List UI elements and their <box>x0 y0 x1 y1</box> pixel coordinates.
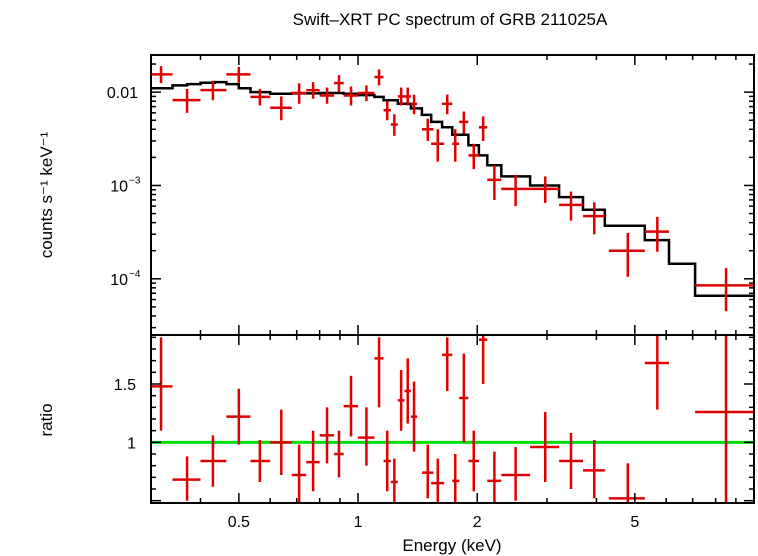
spectrum-data-point <box>319 87 335 104</box>
spectrum-data-point <box>478 116 488 141</box>
spectrum-data-point <box>468 143 479 170</box>
ratio-data-point <box>172 456 201 501</box>
spectrum-data-point <box>390 114 398 136</box>
spectrum-data-point <box>334 75 344 93</box>
spectrum-data-point <box>404 87 411 106</box>
ratio-data-point <box>468 430 479 492</box>
spectrum-panel-frame <box>150 54 755 336</box>
ratio-data-point <box>226 388 251 445</box>
ratio-data-point <box>404 358 411 424</box>
chart-title: Swift–XRT PC spectrum of GRB 211025A <box>293 10 608 29</box>
ratio-data-point <box>390 458 398 503</box>
spectrum-data-point <box>172 89 201 113</box>
y-tick-label: 0.01 <box>107 85 138 102</box>
ratio-data-point <box>487 451 502 503</box>
ratio-data-point <box>583 440 605 499</box>
ratio-data-point <box>151 337 173 431</box>
spectrum-data-point <box>421 118 434 141</box>
ratio-data-point <box>410 381 418 452</box>
ratio-data-point <box>383 430 391 492</box>
ratio-data-point <box>200 435 227 487</box>
ratio-data-point <box>374 337 384 408</box>
ratio-data-point <box>559 433 584 489</box>
x-tick-label: 1 <box>354 514 363 531</box>
ratio-panel-axes: 0.5 1 2 5 1 1.5 <box>114 335 755 531</box>
spectrum-data-point <box>250 89 271 106</box>
spectrum-data-point <box>374 69 384 86</box>
spectrum-data-point <box>583 202 605 235</box>
spectrum-data-point <box>487 165 502 200</box>
spectrum-data-point <box>200 80 227 101</box>
y-tick-label-exponent: −4 <box>129 269 141 280</box>
spectrum-data-point <box>226 66 251 83</box>
spectrum-panel-marks <box>151 66 754 312</box>
y-tick-label-ratio: 1 <box>127 435 136 452</box>
ratio-panel-marks <box>151 335 754 503</box>
ratio-data-point <box>501 447 531 501</box>
y-tick-label: 10 <box>110 178 128 195</box>
spectrum-data-point <box>270 96 292 121</box>
spectrum-data-point <box>358 85 375 102</box>
ratio-data-point <box>431 458 445 503</box>
ratio-data-point <box>608 463 645 503</box>
spectrum-data-point <box>501 174 531 207</box>
ratio-data-point <box>319 407 335 464</box>
spectrum-data-point <box>559 191 584 221</box>
y-tick-label-ratio: 1.5 <box>114 377 136 394</box>
model-step-line <box>151 80 754 297</box>
spectrum-data-point <box>291 83 307 104</box>
ratio-data-point <box>334 430 344 478</box>
x-tick-label: 5 <box>630 514 639 531</box>
ratio-data-point <box>397 370 405 431</box>
spectrum-data-point <box>431 129 445 162</box>
x-tick-label: 2 <box>473 514 482 531</box>
y-tick-label-exponent: −3 <box>129 175 141 186</box>
y-tick-label: 10 <box>110 272 128 289</box>
ratio-data-point <box>644 335 669 410</box>
spectrum-data-point <box>459 111 469 134</box>
ratio-panel-frame <box>150 334 755 504</box>
spectrum-data-point <box>410 94 418 115</box>
ratio-data-point <box>291 444 307 503</box>
spectrum-data-point <box>644 216 669 252</box>
spectrum-data-point <box>608 232 645 277</box>
spectrum-data-point <box>452 129 460 162</box>
spectrum-data-point <box>397 87 405 106</box>
ratio-data-point <box>250 440 271 482</box>
ratio-data-point <box>358 407 375 466</box>
ratio-data-point <box>421 444 434 499</box>
ratio-data-point <box>306 430 320 492</box>
spectrum-data-point <box>442 94 453 115</box>
spectrum-data-point <box>306 82 320 99</box>
spectrum-data-point <box>343 86 359 106</box>
ratio-data-point <box>478 335 488 384</box>
ratio-data-point <box>459 353 469 443</box>
ratio-data-point <box>530 412 560 482</box>
x-tick-label: 0.5 <box>228 514 250 531</box>
ratio-data-point <box>442 337 453 391</box>
x-axis-label: Energy (keV) <box>402 536 501 555</box>
y-axis-label-ratio: ratio <box>37 403 56 436</box>
ratio-data-point <box>343 375 359 437</box>
ratio-data-point <box>452 454 460 503</box>
spectrum-data-point <box>695 268 754 312</box>
spectrum-data-point <box>530 176 560 203</box>
ratio-data-point <box>270 409 292 475</box>
ratio-data-point <box>695 335 754 503</box>
spectrum-data-point <box>151 66 173 84</box>
spectrum-data-point <box>383 101 391 121</box>
y-axis-label-spectrum: counts s⁻¹ keV⁻¹ <box>37 131 56 258</box>
